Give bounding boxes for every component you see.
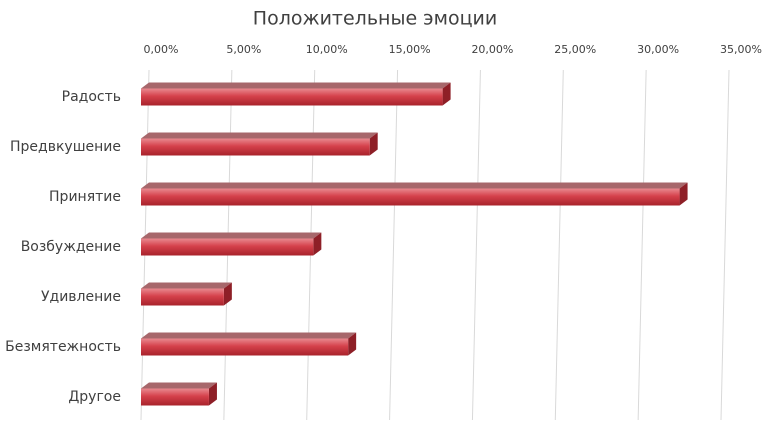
bar-front (141, 138, 370, 156)
x-tick-label: 15,00% (389, 43, 431, 56)
y-tick-label: Предвкушение (10, 139, 121, 155)
bar-front (141, 288, 224, 306)
bar (141, 82, 451, 106)
bar (141, 182, 688, 206)
bar-top (141, 332, 357, 339)
y-tick-label: Радость (62, 89, 121, 105)
bar (141, 132, 378, 156)
bar-side (679, 182, 688, 206)
x-tick-label: 20,00% (471, 43, 513, 56)
bar-front (141, 388, 209, 406)
bar (141, 232, 322, 256)
bar-front (141, 188, 680, 206)
bar-side (223, 282, 232, 306)
bar-side (442, 82, 451, 106)
x-tick-label: 35,00% (720, 43, 762, 56)
x-tick-label: 10,00% (306, 43, 348, 56)
bar-top (141, 382, 217, 389)
bar-top (141, 82, 451, 89)
x-tick-label: 5,00% (226, 43, 261, 56)
bar-side (348, 332, 357, 356)
bar-top (141, 182, 688, 189)
bar (141, 382, 217, 406)
bar-side (313, 232, 322, 256)
y-tick-label: Принятие (49, 189, 121, 205)
y-tick-label: Возбуждение (21, 239, 121, 255)
x-tick-label: 30,00% (637, 43, 679, 56)
bar-front (141, 238, 314, 256)
bar-top (141, 132, 378, 139)
bar-side (208, 382, 217, 406)
bar (141, 332, 357, 356)
grid-line (637, 69, 647, 421)
y-tick-label: Безмятежность (5, 339, 121, 355)
bar-top (141, 282, 232, 289)
grid-line (554, 69, 564, 421)
bar-top (141, 232, 322, 239)
bar-front (141, 338, 349, 356)
bar-side (369, 132, 378, 156)
x-tick-label: 25,00% (554, 43, 596, 56)
bar (141, 282, 232, 306)
x-tick-label: 0,00% (144, 43, 179, 56)
grid-line (720, 69, 730, 421)
chart-title: Положительные эмоции (253, 8, 497, 30)
y-tick-label: Другое (68, 389, 121, 405)
y-tick-label: Удивление (41, 289, 121, 305)
bar-front (141, 88, 443, 106)
grid-line (471, 69, 481, 421)
grid-line (389, 69, 399, 421)
